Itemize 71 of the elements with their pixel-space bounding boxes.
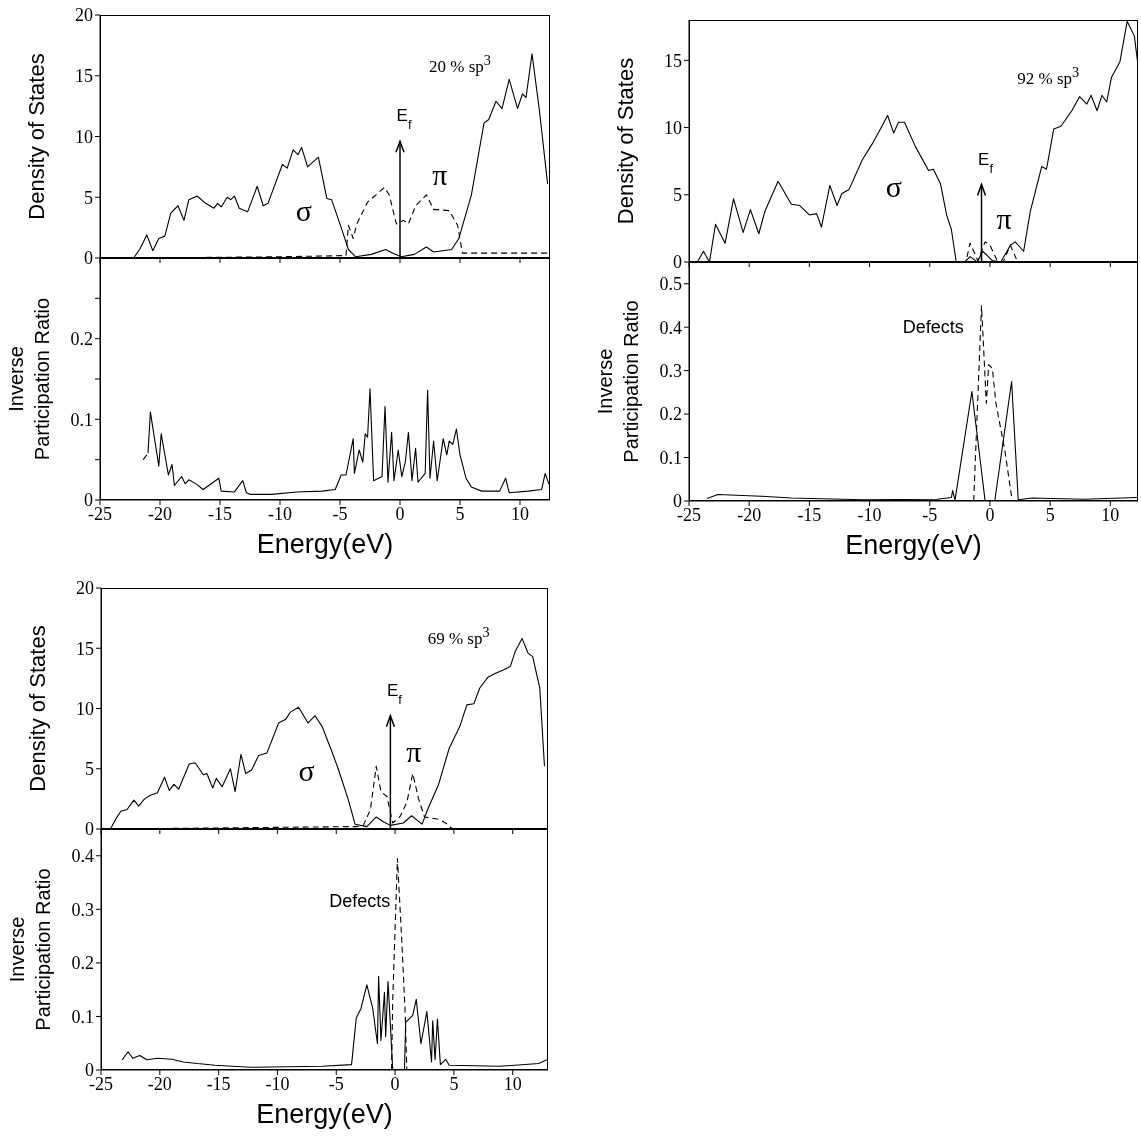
annotation: σ xyxy=(885,169,902,203)
y-axis-title: Inverse Participation Ratio xyxy=(5,297,54,461)
ref-line-label: E$_{f}$ xyxy=(396,106,412,132)
y-tick-label: 20 xyxy=(75,5,93,26)
annotation: π xyxy=(996,201,1012,235)
y-tick-label: 10 xyxy=(75,126,93,147)
y-tick-label: 0.5 xyxy=(659,274,682,295)
annotation: π xyxy=(432,158,448,192)
x-tick-label: -15 xyxy=(206,1073,231,1094)
y-tick-label: 0.1 xyxy=(71,1006,94,1027)
x-axis-title: Energy(eV) xyxy=(845,530,982,561)
annotation: σ xyxy=(298,754,315,788)
x-tick-label: 0 xyxy=(985,504,995,525)
x-axis-title: Energy(eV) xyxy=(256,529,394,560)
y-axis-title: Density of States xyxy=(612,57,638,225)
annotation: 20 % sp$^{3}$ xyxy=(429,51,491,76)
x-tick-label: -20 xyxy=(148,503,172,524)
y-tick-label: 0.2 xyxy=(70,329,93,350)
y-tick-label: 15 xyxy=(664,50,682,71)
y-tick-label: 0.1 xyxy=(659,447,682,468)
y-tick-label: 5 xyxy=(84,187,93,208)
y-tick-label: 20 xyxy=(76,578,94,599)
annotation: 92 % sp$^{3}$ xyxy=(1017,63,1080,88)
y-tick-label: 0 xyxy=(84,490,93,511)
ref-line-label: E$_{f}$ xyxy=(386,680,403,707)
y-tick-label: 0 xyxy=(673,252,682,273)
x-tick-label: 10 xyxy=(1101,504,1120,525)
y-tick-label: 0.2 xyxy=(659,404,682,425)
x-tick-label: 10 xyxy=(511,503,529,524)
y-tick-label: 0.1 xyxy=(70,409,93,430)
annotation: Defects xyxy=(902,317,964,338)
x-tick-label: -20 xyxy=(147,1073,172,1094)
x-tick-label: -5 xyxy=(328,1073,344,1094)
y-tick-label: 0 xyxy=(84,248,93,269)
y-axis-title: Density of States xyxy=(24,625,50,792)
y-tick-label: 0 xyxy=(85,1060,94,1081)
annotation: Defects xyxy=(329,891,391,912)
x-tick-label: -5 xyxy=(332,503,348,524)
y-tick-label: 10 xyxy=(76,698,94,719)
y-axis-title: Density of States xyxy=(23,53,49,220)
x-tick-label: -10 xyxy=(265,1073,290,1094)
x-tick-label: -10 xyxy=(268,503,292,524)
x-tick-label: 10 xyxy=(503,1073,522,1094)
y-tick-label: 0.4 xyxy=(659,317,682,338)
x-tick-label: -10 xyxy=(857,504,882,525)
y-tick-label: 0.3 xyxy=(659,361,682,382)
y-tick-label: 0.2 xyxy=(71,953,94,974)
x-tick-label: 5 xyxy=(455,503,465,524)
x-tick-label: -15 xyxy=(797,504,822,525)
y-axis-title: Inverse Participation Ratio xyxy=(594,300,643,463)
y-tick-label: 15 xyxy=(75,66,93,87)
y-tick-label: 0.3 xyxy=(71,899,94,920)
y-tick-label: 0 xyxy=(85,819,94,840)
x-tick-label: -20 xyxy=(737,504,762,525)
x-tick-label: -15 xyxy=(208,503,232,524)
x-axis-title: Energy(eV) xyxy=(256,1099,393,1130)
y-tick-label: 15 xyxy=(76,638,94,659)
x-tick-label: 5 xyxy=(1045,504,1055,525)
annotation: π xyxy=(406,734,422,768)
x-tick-label: 0 xyxy=(395,503,405,524)
y-axis-title: Inverse Participation Ratio xyxy=(6,868,55,1031)
y-tick-label: 10 xyxy=(664,117,682,138)
y-tick-label: 5 xyxy=(673,185,682,206)
y-tick-label: 0.4 xyxy=(71,846,94,867)
x-tick-label: 5 xyxy=(449,1073,459,1094)
annotation: σ xyxy=(295,193,312,227)
annotation: 69 % sp$^{3}$ xyxy=(427,624,490,649)
x-tick-label: -5 xyxy=(922,504,938,525)
y-tick-label: 5 xyxy=(85,759,94,780)
x-tick-label: 0 xyxy=(390,1073,400,1094)
ref-line-label: E$_{f}$ xyxy=(978,149,994,176)
